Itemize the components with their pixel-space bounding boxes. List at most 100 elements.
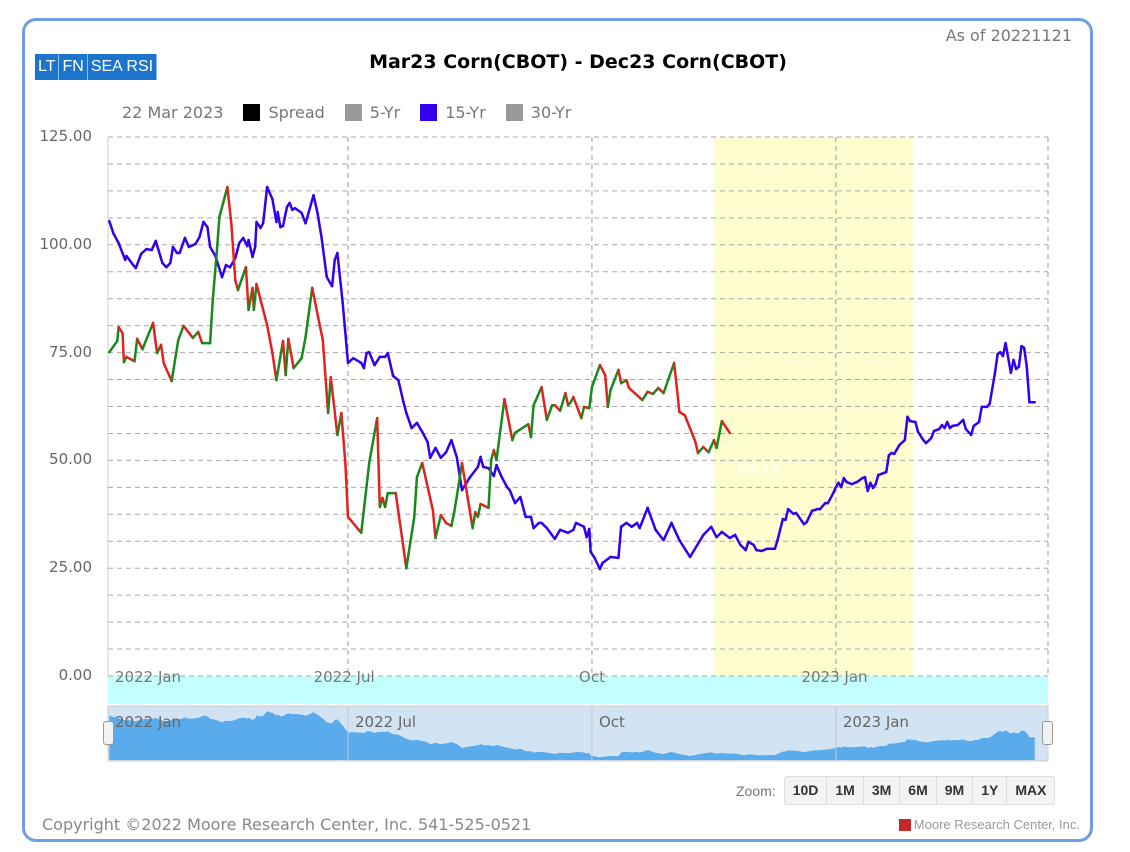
fifteen-yr-segment — [261, 185, 269, 225]
fifteen-yr-segment — [914, 420, 920, 434]
legend-item-5yr[interactable]: 5-Yr — [344, 103, 401, 122]
spread-segment — [627, 386, 644, 402]
navigator-left-handle[interactable] — [103, 721, 114, 745]
zoom-max-button[interactable]: MAX — [1015, 782, 1047, 798]
fifteen-yr-segment — [601, 555, 612, 565]
zoom-3m-button[interactable]: 3M — [864, 777, 901, 804]
spread-segment — [720, 419, 732, 435]
spread-segment — [598, 363, 607, 377]
fifteen-yr-segment — [818, 501, 827, 511]
legend-label: 5-Yr — [369, 103, 401, 122]
spread-segment — [151, 321, 159, 355]
fifteen-yr-segment — [178, 236, 187, 255]
fifteen-yr-segment — [253, 220, 258, 249]
fifteen-yr-segment — [479, 455, 485, 469]
zoom-9m-button[interactable]: 9M — [937, 777, 974, 804]
y-tick-label: 50.00 — [49, 450, 92, 469]
fifteen-yr-segment — [553, 528, 562, 541]
y-tick-label: 0.00 — [58, 666, 92, 684]
zoom-10d-button[interactable]: 10D — [785, 777, 828, 804]
fifteen-yr-segment — [961, 418, 968, 431]
fifteen-yr-segment — [609, 555, 620, 560]
fifteen-yr-segment — [916, 430, 925, 442]
spread-segment — [662, 361, 676, 395]
legend-item-spread[interactable]: Spread — [243, 103, 325, 122]
spread-segment — [135, 337, 144, 351]
spread-segment — [284, 337, 290, 377]
chart-frame — [22, 18, 1093, 842]
x-tick-label: 2022 Jul — [313, 668, 375, 686]
spread-segment — [715, 419, 724, 450]
fifteen-yr-segment — [545, 526, 557, 541]
copyright: Copyright ©2022 Moore Research Center, I… — [42, 815, 532, 834]
lt-button[interactable]: LT — [35, 54, 60, 80]
spread-segment — [226, 185, 233, 225]
spread-segment — [300, 335, 307, 360]
fifteen-yr-segment — [251, 245, 257, 259]
fifteen-yr-segment — [519, 495, 527, 519]
legend-label: Spread — [268, 103, 325, 122]
spread-segment — [471, 510, 477, 530]
fifteen-yr-segment — [794, 511, 806, 526]
sea-rsi-button[interactable]: SEA RSI — [87, 54, 158, 80]
spread-segment — [170, 338, 180, 383]
fifteen-yr-segment — [500, 475, 509, 489]
fifteen-yr-segment — [670, 521, 681, 542]
spread-segment — [321, 338, 330, 415]
fifteen-yr-segment — [208, 245, 217, 258]
fifteen-yr-segment — [558, 528, 570, 535]
15yr-swatch — [420, 104, 438, 121]
zoom-controls: Zoom: 10D 1M 3M 6M 9M 1Y MAX — [736, 776, 1056, 805]
spread-segment — [159, 343, 165, 365]
chart-title: Mar23 Corn(CBOT) - Dec23 Corn(CBOT) — [369, 51, 787, 73]
spread-segment — [133, 337, 139, 363]
fifteen-yr-segment — [450, 438, 458, 459]
spread-segment — [450, 511, 456, 528]
spread-segment — [460, 461, 474, 530]
spread-segment — [609, 368, 620, 392]
brand-link[interactable]: Moore Research Center, Inc. — [898, 817, 1080, 832]
fifteen-yr-segment — [134, 252, 143, 270]
fifteen-yr-segment — [125, 254, 135, 267]
fifteen-yr-segment — [903, 415, 909, 442]
navigator-tick-label: 2023 Jan — [842, 713, 909, 731]
fifteen-yr-segment — [183, 236, 191, 249]
spread-segment — [606, 388, 612, 409]
fifteen-yr-segment — [330, 258, 336, 288]
fifteen-yr-segment — [1022, 346, 1029, 369]
spread-segment — [346, 515, 363, 535]
zoom-1m-button[interactable]: 1M — [827, 777, 864, 804]
fifteen-yr-segment — [112, 231, 120, 245]
navigator-right-handle[interactable] — [1042, 721, 1053, 745]
fifteen-yr-segment — [1025, 365, 1031, 404]
spread-segment — [310, 286, 325, 342]
as-of-date: As of 20221121 — [945, 26, 1072, 45]
zoom-6m-button[interactable]: 6M — [900, 777, 937, 804]
fifteen-yr-segment — [428, 446, 437, 460]
spread-segment — [292, 356, 303, 370]
y-tick-label: 125.00 — [39, 127, 93, 145]
fifteen-yr-segment — [276, 210, 282, 229]
legend-item-30yr[interactable]: 30-Yr — [505, 103, 571, 122]
spread-segment — [182, 324, 195, 340]
fn-button[interactable]: FN — [59, 54, 88, 80]
fifteen-yr-segment — [405, 411, 413, 430]
spread-segment — [265, 323, 274, 355]
fifteen-yr-segment — [304, 193, 315, 225]
zoom-1y-button[interactable]: 1Y — [973, 777, 1008, 804]
spread-segment — [603, 373, 610, 409]
legend-item-15yr[interactable]: 15-Yr — [420, 103, 486, 122]
spread-segment — [244, 265, 250, 312]
5yr-swatch — [344, 104, 362, 121]
spread-segment — [215, 215, 221, 255]
navigator-tick-label: 2022 Jan — [115, 713, 182, 731]
fifteen-yr-segment — [444, 438, 453, 454]
fifteen-yr-segment — [654, 528, 665, 542]
fifteen-yr-segment — [312, 193, 319, 215]
spread-segment — [162, 361, 173, 383]
spread-segment — [476, 502, 482, 519]
logo-icon — [898, 818, 911, 831]
spread-segment — [329, 375, 339, 437]
spread-segment — [116, 325, 120, 343]
fifteen-yr-segment — [678, 538, 692, 559]
